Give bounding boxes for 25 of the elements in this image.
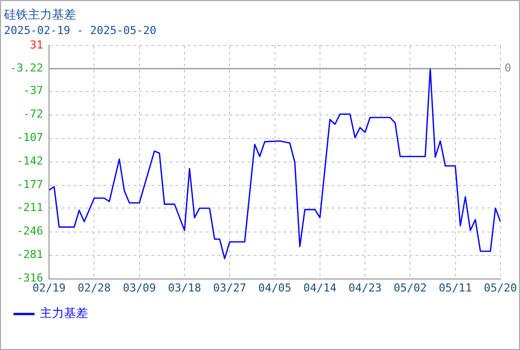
y-tick-label: -281 (16, 248, 44, 262)
x-tick-label: 05/11 (438, 281, 472, 294)
y-tick-label: -142 (16, 154, 44, 168)
text: 0 (504, 61, 512, 74)
x-tick-label: 03/09 (122, 281, 156, 294)
x-tick-label: 05/02 (394, 281, 427, 294)
x-tick-label: 05/20 (484, 281, 518, 294)
y-tick-label: -37 (23, 84, 44, 98)
y-tick-label: -177 (16, 178, 44, 192)
y-tick-label: -211 (16, 201, 44, 214)
x-tick-label: 04/14 (303, 281, 337, 294)
x-tick-label: 04/23 (348, 281, 382, 294)
y-tick-label: -72 (23, 108, 44, 121)
chart-subtitle: 2025-02-19 - 2025-05-20 (4, 24, 156, 37)
x-tick-label: 02/28 (78, 281, 111, 294)
y-tick-label: 31 (30, 38, 44, 52)
x-tick-label: 04/05 (258, 281, 292, 294)
x-tick-label: 02/19 (32, 281, 66, 294)
y-tick-label: -246 (16, 224, 44, 238)
legend-label: 主力基差 (40, 306, 88, 320)
y-tick-label: -3.22 (10, 61, 44, 74)
x-tick-label: 03/18 (168, 281, 202, 294)
chart-title: 硅铁主力基差 (3, 7, 76, 22)
y-tick-label: -107 (16, 131, 44, 144)
x-tick-label: 03/27 (213, 281, 246, 294)
